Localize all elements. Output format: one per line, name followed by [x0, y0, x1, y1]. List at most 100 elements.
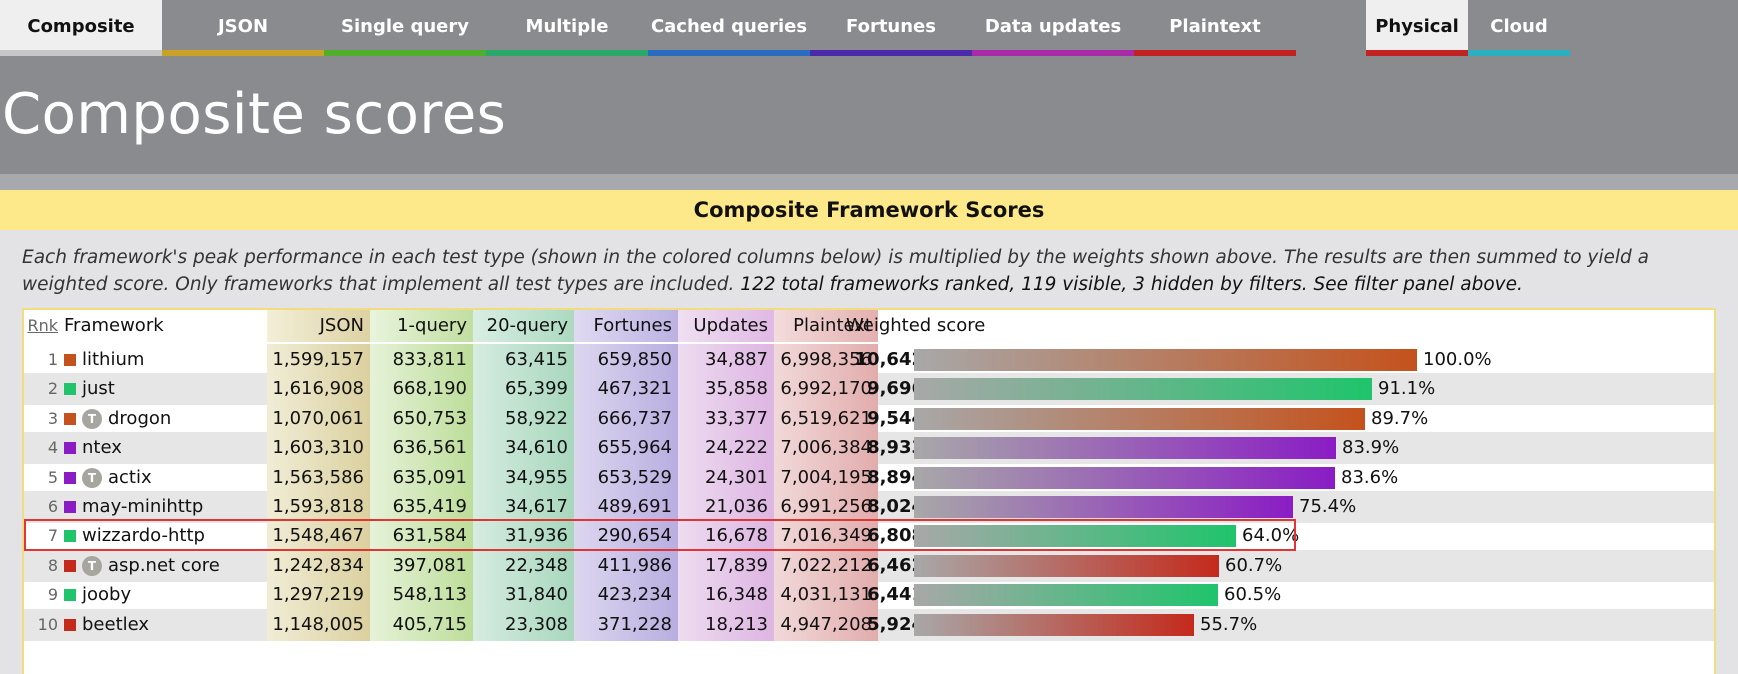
plaintext-cell: 6,998,356 — [774, 344, 878, 376]
plaintext-cell: 4,031,131 — [774, 579, 878, 612]
plaintext-cell: 6,992,170 — [774, 373, 878, 406]
tab-label: Cloud — [1490, 16, 1548, 37]
table-row[interactable]: 10 beetlex 1,148,005 405,715 23,308 371,228 18… — [24, 608, 1714, 641]
tab-composite-scores[interactable]: Composite scores — [0, 0, 162, 91]
framework-name[interactable]: wizzardo-http — [82, 525, 205, 547]
json-cell: 1,070,061 — [267, 402, 370, 435]
score-bar — [914, 437, 1336, 460]
score-percent: 60.7% — [1225, 554, 1283, 576]
score-bar-track — [914, 525, 1474, 548]
tab-color-stripe — [324, 50, 486, 56]
table-row[interactable]: 7 wizzardo-http 1,548,467 631,584 31,936 290,… — [24, 520, 1714, 553]
page-header: Composite scores — [0, 56, 1738, 174]
rank-cell: 1 — [47, 350, 58, 369]
weighted-score-cell: 10,642 — [854, 349, 924, 370]
tab-cached-queries[interactable]: Cached queries — [648, 0, 810, 56]
framework-cell: ntex — [64, 432, 284, 464]
framework-column-header[interactable]: Framework — [64, 315, 164, 336]
score-bar-track — [914, 554, 1474, 577]
table-row[interactable]: 9 jooby 1,297,219 548,113 31,840 423,234 16,34… — [24, 579, 1714, 612]
score-bar — [914, 407, 1365, 430]
q1-column-header[interactable]: 1-query — [370, 310, 473, 342]
q20-cell: 65,399 — [473, 373, 574, 406]
score-bar — [914, 496, 1293, 518]
framework-name[interactable]: just — [82, 378, 115, 400]
weighted-score-cell: 5,924 — [867, 613, 924, 635]
framework-name[interactable]: ntex — [82, 437, 122, 459]
plaintext-cell: 4,947,208 — [774, 608, 878, 641]
q1-cell: 636,561 — [370, 432, 473, 465]
score-percent: 91.1% — [1378, 378, 1436, 400]
composite-panel: Composite Framework Scores Each framewor… — [0, 190, 1738, 674]
framework-cell: may-minihttp — [64, 491, 284, 523]
table-row[interactable]: 6 may-minihttp 1,593,818 635,419 34,617 489,6… — [24, 491, 1714, 523]
tab-multiple-queries[interactable]: Multiple queries — [486, 0, 648, 91]
framework-color-swatch — [64, 383, 76, 396]
q1-cell: 668,190 — [370, 373, 473, 406]
fortunes-cell: 653,529 — [574, 461, 678, 494]
q20-cell: 34,617 — [473, 491, 574, 523]
json-cell: 1,599,157 — [267, 344, 370, 376]
tag-icon: T — [82, 555, 102, 576]
score-percent: 55.7% — [1200, 613, 1258, 635]
updates-column-header[interactable]: Updates — [678, 310, 774, 342]
framework-name[interactable]: jooby — [82, 584, 132, 606]
tab-data-updates[interactable]: Data updates — [972, 0, 1134, 56]
q1-cell: 833,811 — [370, 344, 473, 376]
rank-cell: 10 — [37, 614, 58, 634]
updates-cell: 24,222 — [678, 432, 774, 465]
tab-fortunes[interactable]: Fortunes — [810, 0, 972, 56]
framework-name[interactable]: beetlex — [82, 613, 150, 635]
score-bar — [914, 378, 1372, 401]
updates-cell: 35,858 — [678, 373, 774, 406]
tab-color-stripe — [162, 50, 324, 56]
framework-cell: lithium — [64, 344, 284, 376]
tab-plaintext[interactable]: Plaintext — [1134, 0, 1296, 56]
fortunes-cell: 423,234 — [574, 579, 678, 612]
json-cell: 1,548,467 — [267, 520, 370, 553]
json-cell: 1,603,310 — [267, 432, 370, 465]
json-column-header[interactable]: JSON — [267, 310, 370, 342]
tab-physical[interactable]: Physical — [1366, 0, 1468, 56]
tab-label: Physical — [1375, 16, 1459, 37]
table-row[interactable]: 2 just 1,616,908 668,190 65,399 467,321 35,858… — [24, 373, 1714, 406]
tab-color-stripe — [486, 50, 648, 56]
framework-color-swatch — [64, 442, 76, 455]
tab-json-serialization[interactable]: JSON serialization — [162, 0, 324, 91]
tab-label: Cached queries — [650, 16, 808, 37]
weighted-score-column-header[interactable]: Weighted score — [846, 315, 986, 336]
q20-column-header[interactable]: 20-query — [473, 310, 574, 342]
updates-cell: 34,887 — [678, 344, 774, 376]
framework-name[interactable]: asp.net core — [108, 554, 220, 576]
score-percent: 75.4% — [1299, 496, 1357, 517]
framework-name[interactable]: may-minihttp — [82, 496, 204, 517]
tag-icon: T — [82, 408, 102, 429]
rank-column-header[interactable]: Rnk — [27, 316, 58, 335]
updates-cell: 18,213 — [678, 608, 774, 641]
q1-cell: 397,081 — [370, 549, 473, 582]
plaintext-column-header[interactable]: Plaintext — [774, 310, 878, 342]
weighted-score-cell: 8,933 — [867, 437, 924, 459]
framework-name[interactable]: lithium — [82, 349, 145, 370]
score-bar — [914, 613, 1194, 636]
score-bar — [914, 349, 1417, 371]
tag-icon: T — [82, 467, 102, 488]
table-row[interactable]: 4 ntex 1,603,310 636,561 34,610 655,964 24,222… — [24, 432, 1714, 465]
tab-cloud[interactable]: Cloud — [1468, 0, 1570, 56]
table-row[interactable]: 1 lithium 1,599,157 833,811 63,415 659,850 34,… — [24, 344, 1714, 376]
framework-cell: just — [64, 373, 284, 405]
framework-cell: wizzardo-http — [64, 520, 284, 552]
ranking-summary: 122 total frameworks ranked, 119 visible… — [740, 274, 1523, 295]
framework-name[interactable]: drogon — [108, 407, 172, 429]
tab-color-stripe — [1468, 50, 1570, 56]
q1-cell: 635,091 — [370, 461, 473, 494]
fortunes-column-header[interactable]: Fortunes — [574, 310, 678, 342]
framework-name[interactable]: actix — [108, 466, 152, 488]
fortunes-cell: 371,228 — [574, 608, 678, 641]
tab-single-query[interactable]: Single query — [324, 0, 486, 56]
